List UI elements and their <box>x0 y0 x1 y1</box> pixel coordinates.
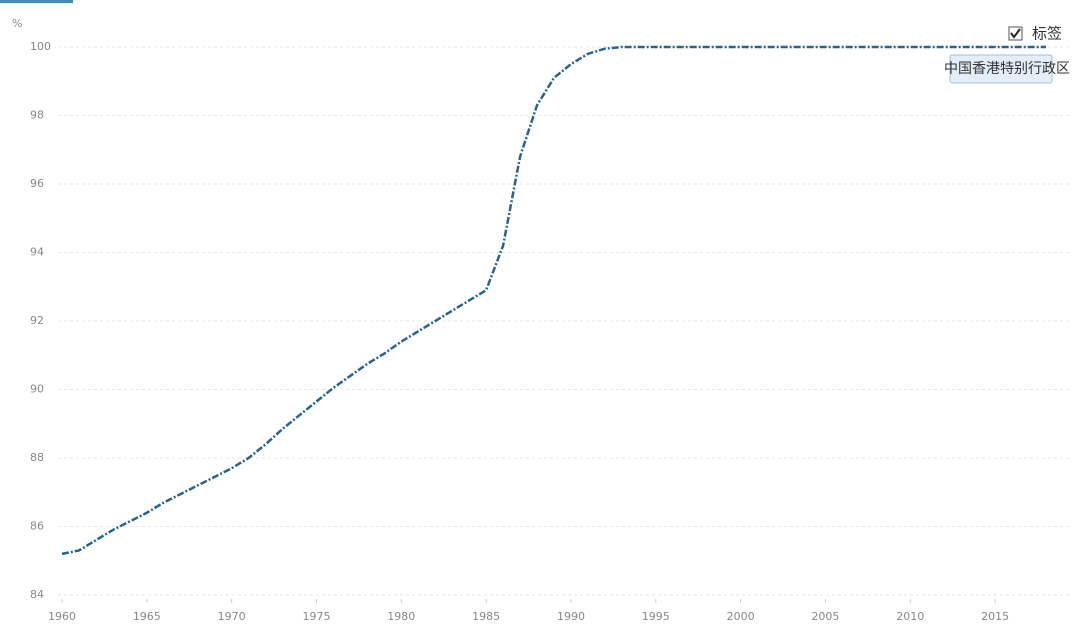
y-tick-label: 88 <box>30 451 44 464</box>
y-unit: % <box>12 17 22 30</box>
x-tick-label: 1975 <box>302 610 330 623</box>
y-tick-label: 90 <box>30 383 44 396</box>
label-toggle[interactable]: 标签 <box>1008 25 1062 43</box>
y-tick-label: 92 <box>30 314 44 327</box>
line <box>61 45 1046 556</box>
x-tick-label: 1970 <box>218 610 246 623</box>
x-tick-label: 2010 <box>896 610 924 623</box>
checkmark <box>1010 28 1021 39</box>
series-label: 中国香港特别行政区 <box>944 61 1070 77</box>
y-tick-label: 96 <box>30 177 44 190</box>
x-tick-label: 2005 <box>811 610 839 623</box>
x-tick-label: 1960 <box>48 610 76 623</box>
x-tick-label: 1980 <box>387 610 415 623</box>
x-tick-label: 1990 <box>557 610 585 623</box>
toggle-label[interactable]: 标签 <box>1032 25 1062 43</box>
x-tick-label: 1995 <box>642 610 670 623</box>
x-tick-label: 1965 <box>133 610 161 623</box>
y-tick-label: 100 <box>30 40 51 53</box>
x-tick-label: 2015 <box>981 610 1009 623</box>
y-tick-label: 94 <box>30 246 44 259</box>
y-tick-label: 98 <box>30 109 44 122</box>
series-label-box <box>949 54 1053 84</box>
y-tick-label: 86 <box>30 520 44 533</box>
y-tick-label: 84 <box>30 588 44 601</box>
tab-indicator <box>0 0 73 3</box>
x-tick-label: 1985 <box>472 610 500 623</box>
x-tick-label: 2000 <box>727 610 755 623</box>
